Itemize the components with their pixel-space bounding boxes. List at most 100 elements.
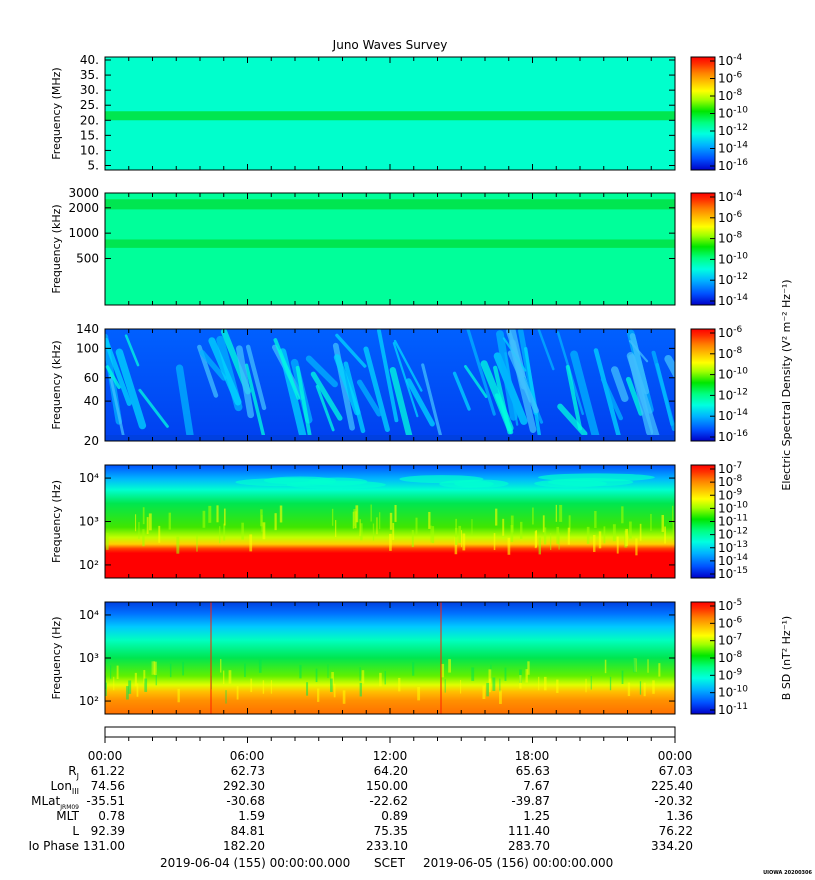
spectral-streak: [299, 664, 302, 679]
colorbar-tick-label: 10-4: [718, 189, 743, 204]
spectral-streak: [241, 522, 244, 540]
spectral-blob: [547, 478, 634, 487]
spectral-streak: [462, 533, 466, 551]
spectral-streak: [105, 532, 109, 550]
spectral-streak: [379, 672, 382, 687]
colorbar-label: Electric Spectral Density (V² m⁻² Hz⁻¹): [780, 279, 793, 490]
spectral-streak: [361, 670, 365, 684]
spectral-streak: [538, 537, 541, 555]
ephemeris-row-label: MLT: [56, 809, 79, 823]
spectral-burst: [496, 330, 518, 421]
ephemeris-row-subscript: JRM09: [59, 804, 79, 811]
spectral-streak: [223, 670, 225, 684]
spectral-burst: [389, 367, 414, 441]
y-axis-label: Frequency (kHz): [50, 340, 63, 429]
spectral-streak: [225, 690, 227, 704]
spectral-streak: [672, 505, 674, 523]
spectral-streak: [603, 526, 606, 544]
spectral-streak: [527, 661, 530, 675]
spectral-streak: [412, 662, 415, 676]
spectral-streak: [376, 517, 378, 535]
spectral-burst: [244, 363, 266, 438]
colorbar-tick-label: 10-14: [718, 141, 748, 156]
spectral-streak: [262, 522, 266, 540]
ephemeris-value: -22.62: [369, 794, 408, 808]
colorbar-tick-exponent: -6: [733, 210, 742, 220]
colorbar-tick-exponent: -8: [733, 650, 742, 660]
spectral-streak: [525, 669, 528, 683]
spectrogram-image-1: [105, 57, 675, 170]
spectral-streak: [110, 665, 112, 679]
time-label: 00:00: [658, 749, 693, 763]
spectral-streak: [633, 658, 636, 673]
spectral-streak: [331, 508, 334, 526]
colorbar-tick-exponent: -10: [733, 500, 748, 510]
spectral-streak: [126, 686, 129, 700]
y-tick-label: 100: [76, 341, 99, 355]
colorbar-tick-label: 10-14: [718, 293, 748, 308]
spectral-streak: [532, 507, 534, 525]
spectral-burst: [464, 365, 488, 398]
spectral-burst: [273, 338, 301, 400]
spectral-streak: [658, 663, 661, 677]
spectral-streak: [228, 670, 232, 684]
colorbar-tick-exponent: -9: [733, 487, 742, 497]
spectral-burst: [105, 365, 121, 389]
y-tick-label: 40.: [80, 53, 99, 67]
spectral-streak: [471, 667, 475, 681]
spectral-burst: [629, 333, 650, 395]
spectral-streak: [372, 523, 375, 541]
footer-scet-label: SCET: [374, 856, 406, 870]
y-axis-label: Frequency (kHz): [50, 204, 63, 293]
spectral-streak: [142, 507, 145, 525]
y-tick-label: 2000: [68, 201, 99, 215]
spectral-burst: [628, 340, 649, 363]
colorbar-tick-label: 10-10: [718, 251, 748, 266]
spectral-streak: [148, 513, 152, 531]
spectral-streak: [236, 686, 239, 700]
colorbar-tick-exponent: -12: [733, 272, 748, 282]
y-tick-label: 10²: [79, 558, 99, 572]
spectral-streak: [604, 659, 607, 674]
ephemeris-value: 1.25: [523, 809, 550, 823]
spectral-streak: [507, 537, 511, 555]
y-axis-label: Frequency (Hz): [50, 480, 63, 563]
colorbar-tick-label: 10-6: [718, 615, 743, 630]
spectral-burst: [124, 334, 140, 367]
ephemeris-value: 62.73: [231, 764, 265, 778]
spectral-streak: [223, 523, 226, 541]
time-axis: [104, 726, 676, 743]
time-label: 12:00: [373, 749, 408, 763]
spectral-streak: [306, 682, 309, 696]
spectral-streak: [567, 527, 570, 545]
ephemeris-value: 7.67: [523, 779, 550, 793]
spectral-streak: [454, 537, 458, 555]
colorbar-tick-exponent: -12: [733, 527, 748, 537]
ephemeris-value: 233.10: [366, 839, 408, 853]
spectral-streak: [335, 520, 337, 538]
y-tick-label: 35.: [80, 68, 99, 82]
spectral-burst: [310, 371, 343, 421]
spectral-streak: [182, 661, 185, 676]
ephemeris-value: 111.40: [508, 824, 550, 838]
spectral-burst: [393, 339, 423, 392]
y-tick-label: 3000: [68, 186, 99, 200]
spectral-streak: [534, 531, 537, 549]
spectral-burst: [335, 333, 367, 368]
spectral-streak: [113, 676, 115, 691]
spectral-streak: [216, 505, 219, 523]
spectral-streak: [394, 504, 397, 522]
spectral-burst: [406, 378, 435, 427]
colorbar-tick-exponent: -16: [733, 429, 748, 439]
spectral-streak: [274, 513, 277, 531]
spectral-streak: [621, 670, 624, 685]
ephemeris-value: 150.00: [366, 779, 408, 793]
spectral-burst: [610, 366, 629, 402]
colorbar-tick-label: 10-4: [718, 53, 743, 68]
spectral-blob: [286, 480, 386, 489]
spectral-streak: [353, 508, 357, 526]
spectral-streak: [143, 670, 146, 684]
colorbar-tick-exponent: -7: [733, 461, 742, 471]
colorbar-tick-exponent: -7: [733, 633, 742, 643]
spectral-streak: [543, 527, 547, 545]
